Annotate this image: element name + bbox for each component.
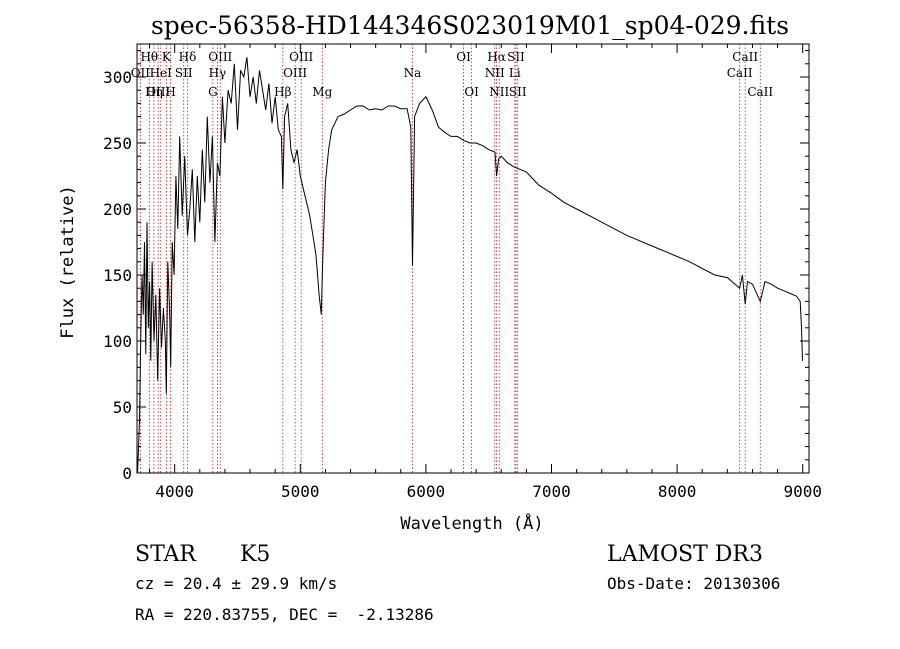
- spectral-line-label: SII: [507, 50, 525, 64]
- object-class: STAR: [135, 542, 197, 567]
- spectral-line-label: CaII: [727, 66, 753, 80]
- spectral-line-label: Hδ: [179, 50, 197, 64]
- spectral-line-label: OIII: [283, 66, 307, 80]
- x-tick-label: 9000: [783, 482, 822, 501]
- y-tick-label: 300: [103, 68, 132, 87]
- y-tick-label: 250: [103, 134, 132, 153]
- x-tick-label: 4000: [155, 482, 194, 501]
- spectral-line-label: SII: [509, 85, 527, 99]
- x-axis-ticks: 4000 5000 6000 7000 8000 9000: [149, 44, 822, 501]
- x-tick-label: 7000: [532, 482, 571, 501]
- spectral-line-label: NII: [485, 66, 505, 80]
- y-axis-ticks: 0 50 100 150 200 250 300: [103, 50, 809, 483]
- y-axis-label: Flux (relative): [58, 185, 78, 339]
- y-tick-label: 100: [103, 332, 132, 351]
- spectral-line-label: OIII: [146, 85, 170, 99]
- spectral-line-label: CaII: [732, 50, 758, 64]
- spectral-line-label: OI: [456, 50, 471, 64]
- spectral-line-label: Hβ: [274, 85, 291, 99]
- plot-frame: [136, 43, 810, 474]
- spectral-line-label: Hθ: [140, 50, 158, 64]
- spectrum-line: [137, 57, 803, 474]
- spectral-line-label: K: [162, 50, 172, 64]
- x-tick-label: 6000: [407, 482, 446, 501]
- coordinates: RA = 220.83755, DEC = -2.13286: [135, 605, 434, 624]
- spectral-line-label: HeI: [150, 66, 173, 80]
- spectral-line-label: OI: [464, 85, 479, 99]
- spectral-line-label: Li: [509, 66, 521, 80]
- spectral-line-label: Na: [404, 66, 422, 80]
- spectral-line-label: Mg: [312, 85, 332, 99]
- spectral-line-label: OIII: [208, 50, 232, 64]
- survey-name: LAMOST DR3: [607, 542, 763, 567]
- y-tick-label: 50: [113, 398, 132, 417]
- y-tick-label: 150: [103, 266, 132, 285]
- object-subclass: K5: [240, 542, 270, 567]
- y-tick-label: 200: [103, 200, 132, 219]
- chart-title: spec-56358-HD144346S023019M01_sp04-029.f…: [151, 11, 789, 40]
- spectral-line-label: Hη: [145, 85, 163, 99]
- x-tick-label: 5000: [281, 482, 320, 501]
- spectral-line-label: OII: [131, 66, 151, 80]
- spectral-line-label: Hα: [487, 50, 506, 64]
- spectral-line-label: CaII: [747, 85, 773, 99]
- spectral-line-label: H: [165, 85, 175, 99]
- spectral-line-label: NII: [489, 85, 509, 99]
- spectral-line-label: OIII: [289, 50, 313, 64]
- spectral-line-label: SII: [175, 66, 193, 80]
- spectral-line-label: G: [208, 85, 218, 99]
- observation-date: Obs-Date: 20130306: [607, 574, 780, 593]
- y-tick-label: 0: [122, 464, 132, 483]
- spectral-line-label: Hγ: [209, 66, 227, 80]
- redshift-value: cz = 20.4 ± 29.9 km/s: [135, 574, 337, 593]
- x-axis-label: Wavelength (Å): [400, 512, 543, 534]
- x-tick-label: 8000: [658, 482, 697, 501]
